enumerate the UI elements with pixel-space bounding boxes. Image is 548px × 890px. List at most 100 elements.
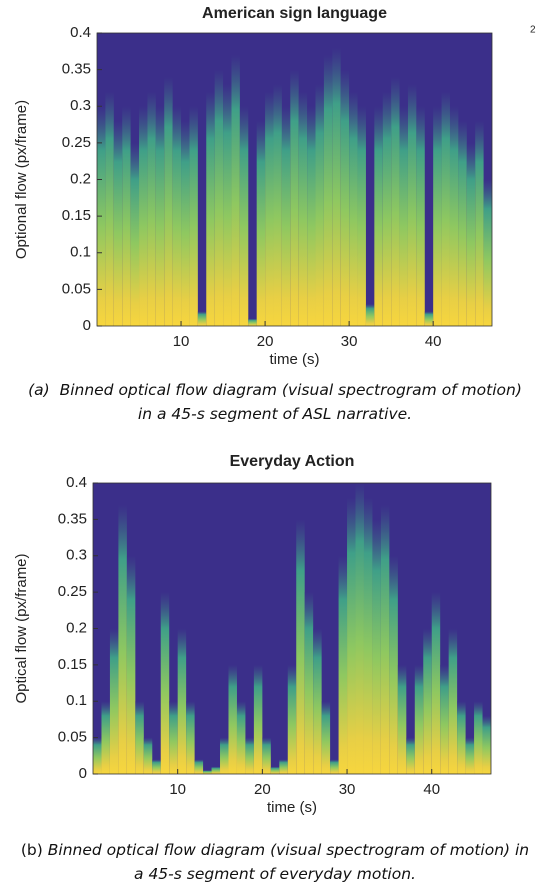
y-tick-label: 0.2	[70, 170, 91, 187]
flow-column	[347, 497, 356, 774]
flow-column	[147, 91, 156, 326]
flow-column	[279, 759, 288, 774]
flow-column	[355, 483, 364, 774]
flow-column	[406, 737, 415, 774]
flow-column	[152, 759, 161, 774]
flow-column	[332, 47, 341, 327]
y-tick-label: 0.1	[70, 244, 91, 261]
flow-column	[186, 701, 195, 774]
flow-column	[164, 76, 173, 326]
flow-column	[113, 120, 123, 327]
flow-column	[458, 120, 467, 327]
flow-column	[296, 519, 305, 774]
flow-column	[380, 504, 390, 774]
flow-column	[223, 84, 232, 327]
flow-column	[203, 770, 212, 774]
flow-column	[239, 106, 249, 326]
page-number: 2	[530, 25, 536, 36]
flow-column	[323, 54, 333, 326]
x-tick-label: 30	[339, 781, 356, 798]
flow-column	[397, 664, 407, 774]
flow-column	[382, 91, 392, 326]
flow-column	[118, 504, 127, 774]
flow-column	[181, 120, 190, 327]
flow-column	[441, 91, 450, 326]
y-tick-label: 0.2	[66, 619, 87, 636]
flow-column	[321, 701, 331, 774]
y-tick-label: 0.3	[66, 547, 87, 564]
y-tick-label: 0.3	[70, 97, 91, 114]
flow-column	[315, 84, 324, 327]
flow-column	[330, 759, 339, 774]
caption: (a) Binned optical flow diagram (visual …	[20, 378, 530, 426]
flow-column	[338, 555, 348, 774]
flow-column	[414, 664, 424, 774]
caption-text: Binned optical flow diagram (visual spec…	[59, 381, 522, 423]
flow-column	[93, 737, 102, 774]
flow-column	[448, 628, 458, 774]
flow-column	[220, 737, 229, 774]
flow-column	[253, 664, 263, 774]
flow-column	[449, 106, 459, 326]
y-tick-label: 0.35	[58, 510, 87, 527]
x-tick-label: 40	[423, 781, 440, 798]
flow-column	[236, 701, 246, 774]
flow-column	[407, 84, 417, 327]
y-tick-label: 0	[83, 317, 91, 334]
y-tick-label: 0.4	[70, 24, 91, 41]
y-tick-label: 0.25	[62, 134, 91, 151]
flow-column	[172, 106, 182, 326]
x-tick-label: 30	[341, 333, 358, 350]
flow-column	[307, 106, 316, 326]
y-tick-label: 0	[79, 765, 87, 782]
y-tick-label: 0.35	[62, 61, 91, 78]
flow-column	[231, 54, 240, 326]
flow-column	[399, 106, 408, 326]
flow-column	[248, 318, 257, 326]
flow-column	[211, 766, 221, 774]
x-tick-label: 40	[425, 333, 442, 350]
flow-column	[424, 311, 434, 326]
x-tick-label: 20	[257, 333, 274, 350]
y-tick-label: 0.25	[58, 583, 87, 600]
flow-column	[109, 628, 119, 774]
y-tick-label: 0.15	[58, 656, 87, 673]
flow-column	[189, 106, 198, 326]
flow-column	[105, 91, 114, 326]
flow-column	[416, 106, 425, 326]
flow-column	[304, 592, 314, 774]
flow-column	[265, 91, 274, 326]
x-axis-label: time (s)	[270, 351, 320, 368]
y-tick-label: 0.1	[66, 692, 87, 709]
x-tick-label: 10	[169, 781, 186, 798]
flow-column	[101, 701, 110, 774]
flow-column	[349, 91, 358, 326]
flow-column	[340, 69, 350, 326]
flow-column	[365, 304, 375, 326]
flow-column	[483, 179, 492, 326]
flow-column	[273, 84, 282, 327]
flow-column	[391, 76, 400, 326]
flow-column	[206, 91, 215, 326]
y-tick-label: 0.05	[58, 729, 87, 746]
flow-column	[287, 664, 297, 774]
x-tick-label: 20	[254, 781, 271, 798]
flow-column	[466, 142, 476, 326]
flow-column	[465, 737, 475, 774]
flow-column	[197, 311, 207, 326]
flow-column	[160, 592, 170, 774]
flow-column	[440, 664, 449, 774]
flow-column	[363, 497, 373, 774]
chart-title: American sign language	[202, 5, 387, 22]
flow-column	[281, 106, 291, 326]
flow-column	[245, 737, 254, 774]
y-tick-label: 0.15	[62, 207, 91, 224]
caption: (b) Binned optical flow diagram (visual …	[20, 838, 530, 886]
flow-column	[262, 737, 271, 774]
flow-column	[126, 555, 136, 774]
flow-column	[433, 106, 442, 326]
flow-column	[256, 120, 266, 327]
flow-column	[313, 628, 322, 774]
flow-column	[155, 106, 165, 326]
